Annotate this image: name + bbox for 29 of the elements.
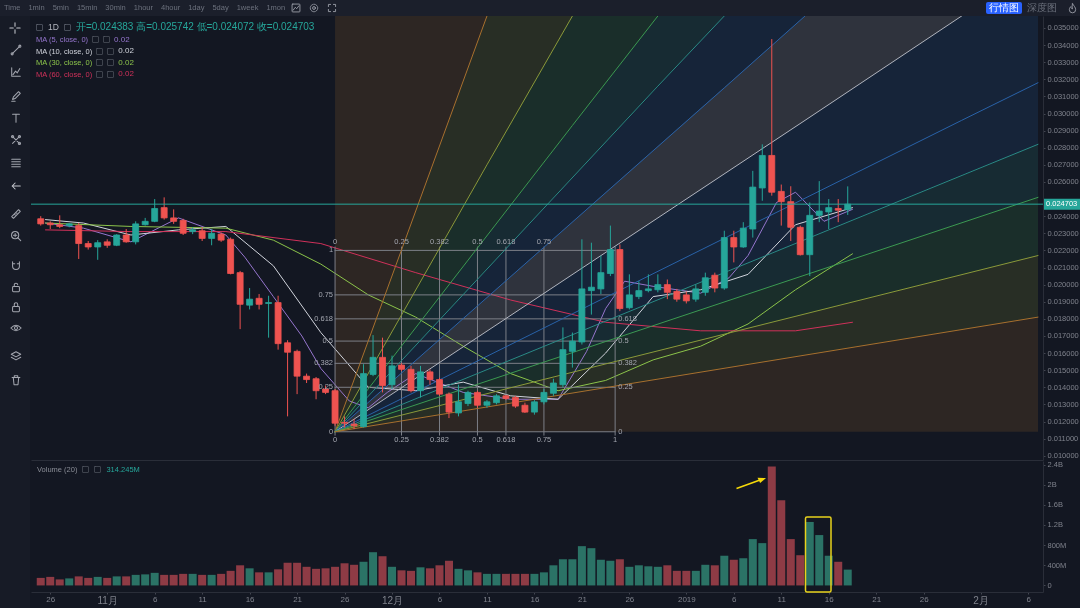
text: 开=0.024383 高=0.025742 低=0.024072 收=0.024703 — [75, 21, 315, 32]
x-tick-label: 11月 — [97, 594, 118, 606]
x-tick-label: 2月 — [973, 594, 989, 606]
x-tick-label: 26 — [625, 594, 635, 604]
x-tick-label: 11 — [777, 594, 787, 604]
x-tick-label: 6 — [1026, 594, 1032, 604]
x-tick-label: 26 — [919, 594, 930, 604]
x-tick-label: 16 — [245, 594, 256, 604]
x-tick-label: 21 — [293, 594, 303, 604]
x-tick-label: 2019 — [677, 594, 697, 604]
x-tick-label: 6 — [437, 594, 443, 604]
x-tick-label: 6 — [152, 594, 158, 604]
x-tick-label: 16 — [824, 594, 835, 604]
x-tick-label: 21 — [577, 594, 588, 604]
annotation: 0.02 — [118, 57, 134, 67]
x-tick-label: 21 — [872, 594, 882, 604]
annotation: 0.02 — [118, 46, 134, 56]
annotation: 0.02 — [118, 69, 134, 79]
x-tick-label: 11 — [483, 594, 493, 604]
x-tick-label: 26 — [46, 594, 56, 604]
x-tick-label: 11 — [198, 594, 208, 604]
x-tick-label: 6 — [732, 594, 738, 604]
x-tick-label: 26 — [340, 594, 351, 604]
annotation: 0.02 — [114, 34, 130, 44]
text: 深度图 — [1026, 2, 1058, 14]
x-tick-label: 16 — [530, 594, 540, 604]
text: 行情图 — [986, 2, 1022, 14]
x-tick-label: 12月 — [381, 594, 404, 606]
text: 1D — [48, 21, 59, 32]
